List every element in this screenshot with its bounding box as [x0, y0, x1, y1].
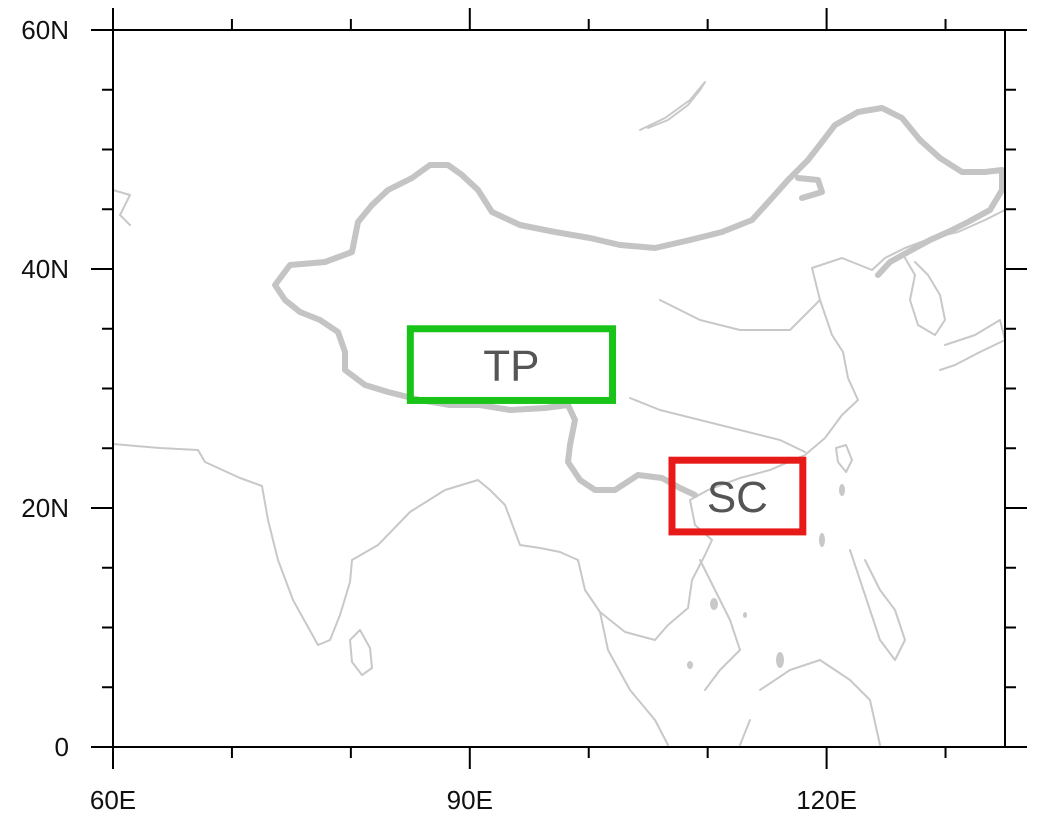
- philippines-coastline: [849, 549, 906, 661]
- plot-border: [112, 29, 1006, 748]
- sri-lanka-coastline: [349, 629, 373, 676]
- axis-labels: 60E 90E 120E 0 20N 40N 60N: [21, 15, 857, 815]
- indochina-coastline: [599, 559, 741, 746]
- mongolia-border: [112, 189, 131, 226]
- y-tick-label: 20N: [21, 493, 69, 523]
- sakhalin-coastline: [639, 81, 706, 131]
- y-tick-label: 60N: [21, 15, 69, 45]
- china-outline: [272, 105, 1005, 498]
- region-box-sc: [668, 456, 807, 536]
- y-tick-label: 40N: [21, 254, 69, 284]
- region-box-tp: [406, 325, 617, 404]
- taiwan-coastline: [835, 444, 853, 473]
- region-label-sc: SC: [707, 473, 768, 522]
- region-label-tp: TP: [483, 342, 539, 391]
- geography-layer: [112, 81, 1006, 746]
- japan-coastline: [939, 319, 1006, 371]
- borneo-coastline: [739, 659, 881, 746]
- china-internal-borders: [629, 299, 821, 453]
- region-boxes: TP SC: [406, 325, 807, 536]
- y-tick-label: 0: [55, 732, 69, 762]
- south-asia-coastline: [112, 209, 1006, 646]
- x-tick-label: 120E: [796, 785, 857, 815]
- axis-ticks: [91, 8, 1027, 769]
- x-tick-label: 90E: [447, 785, 493, 815]
- korea-coastline: [904, 257, 946, 336]
- north-china-edge: [795, 175, 825, 201]
- map-frame: [112, 29, 1006, 748]
- sea-islands: [687, 484, 845, 669]
- x-tick-label: 60E: [90, 785, 136, 815]
